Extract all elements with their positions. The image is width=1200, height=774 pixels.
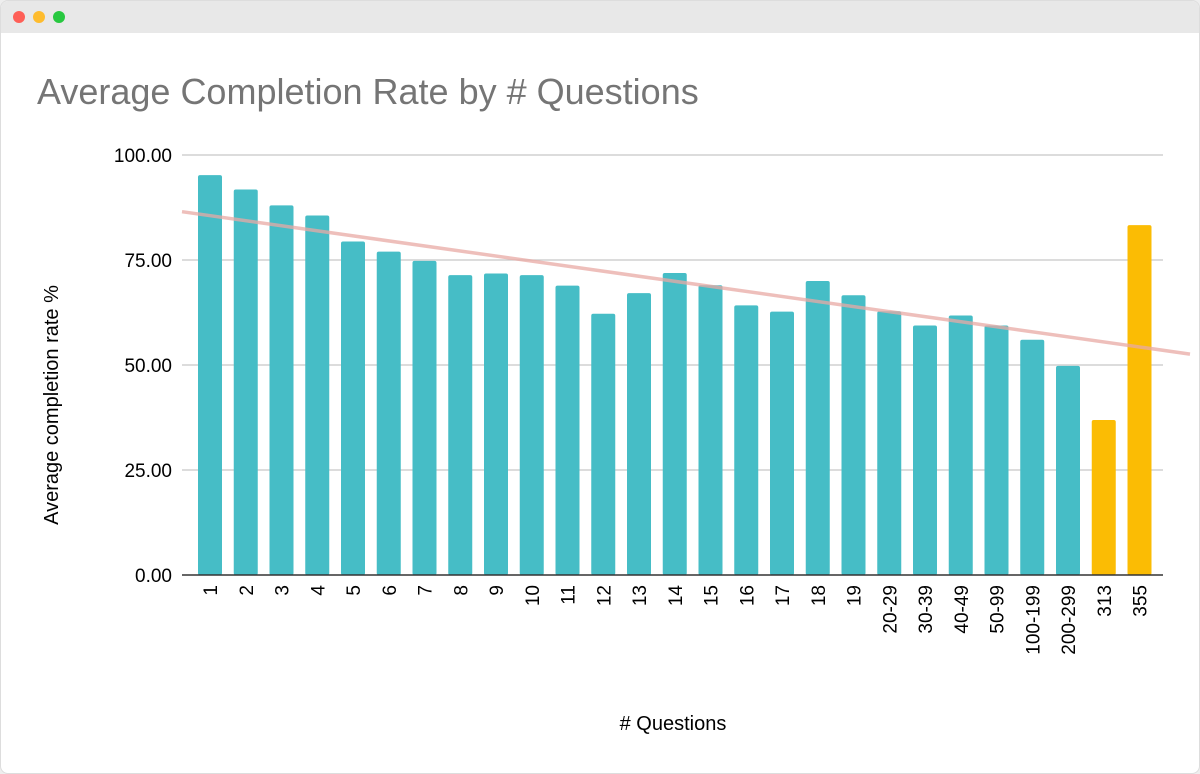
- minimize-window-icon[interactable]: [33, 11, 45, 23]
- x-tick-label: 18: [809, 585, 830, 606]
- y-axis-title: Average completion rate %: [41, 285, 63, 525]
- bar: [805, 281, 830, 575]
- bar: [484, 273, 508, 575]
- x-tick-label: 40-49: [952, 585, 973, 634]
- x-tick-label: 313: [1095, 585, 1116, 617]
- x-tick-label: 17: [773, 585, 794, 606]
- x-axis-title: # Questions: [620, 713, 727, 735]
- bar: [269, 205, 294, 575]
- x-tick-label: 50-99: [988, 585, 1009, 634]
- x-tick-label: 5: [344, 585, 365, 596]
- bar: [1056, 365, 1080, 575]
- bar: [984, 325, 1009, 575]
- x-tick-label: 100-199: [1023, 585, 1044, 655]
- y-tick-label: 0.00: [135, 566, 172, 587]
- x-tick-label: 2: [237, 585, 258, 596]
- bar: [841, 295, 866, 575]
- bar: [734, 305, 759, 575]
- bar: [948, 315, 973, 575]
- bar: [1020, 339, 1045, 575]
- x-tick-label: 8: [451, 585, 472, 596]
- bar: [913, 325, 937, 575]
- bar: [305, 215, 330, 576]
- x-tick-label: 19: [845, 585, 866, 606]
- x-tick-label: 1: [201, 585, 222, 596]
- x-tick-label: 12: [594, 585, 615, 606]
- bar: [412, 260, 437, 575]
- zoom-window-icon[interactable]: [53, 11, 65, 23]
- bar: [448, 275, 473, 575]
- x-tick-label: 11: [559, 585, 580, 605]
- bar: [233, 189, 258, 575]
- x-tick-label: 20-29: [880, 585, 901, 634]
- x-tick-label: 355: [1131, 585, 1152, 617]
- chart-title: Average Completion Rate by # Questions: [37, 71, 699, 112]
- y-tick-label: 50.00: [124, 356, 172, 377]
- x-tick-label: 14: [666, 585, 687, 607]
- x-tick-label: 3: [273, 585, 294, 596]
- bar: [627, 293, 651, 575]
- bar: [376, 251, 401, 575]
- bar: [591, 313, 616, 575]
- bar: [698, 285, 723, 575]
- x-tick-label: 15: [702, 585, 723, 606]
- bar: [877, 311, 902, 575]
- close-window-icon[interactable]: [13, 11, 25, 23]
- y-tick-label: 25.00: [124, 461, 172, 482]
- bar: [519, 275, 544, 575]
- x-tick-label: 200-299: [1059, 585, 1080, 655]
- bar: [341, 241, 365, 575]
- x-tick-label: 10: [523, 585, 544, 606]
- bar: [662, 273, 687, 575]
- bar: [1091, 420, 1116, 575]
- x-tick-label: 30-39: [916, 585, 937, 634]
- x-tick-label: 16: [737, 585, 758, 606]
- x-tick-label: 4: [308, 585, 329, 596]
- bar: [198, 175, 222, 575]
- x-tick-label: 7: [416, 585, 437, 596]
- x-tick-label: 9: [487, 585, 508, 596]
- y-tick-label: 75.00: [124, 251, 172, 272]
- bar: [555, 285, 580, 575]
- bar: [770, 311, 794, 575]
- x-tick-label: 13: [630, 585, 651, 606]
- y-tick-label: 100.00: [114, 146, 172, 167]
- x-tick-label: 6: [380, 585, 401, 596]
- bar: [1127, 225, 1152, 575]
- trendline: [181, 209, 1191, 356]
- window-titlebar: [1, 1, 1199, 33]
